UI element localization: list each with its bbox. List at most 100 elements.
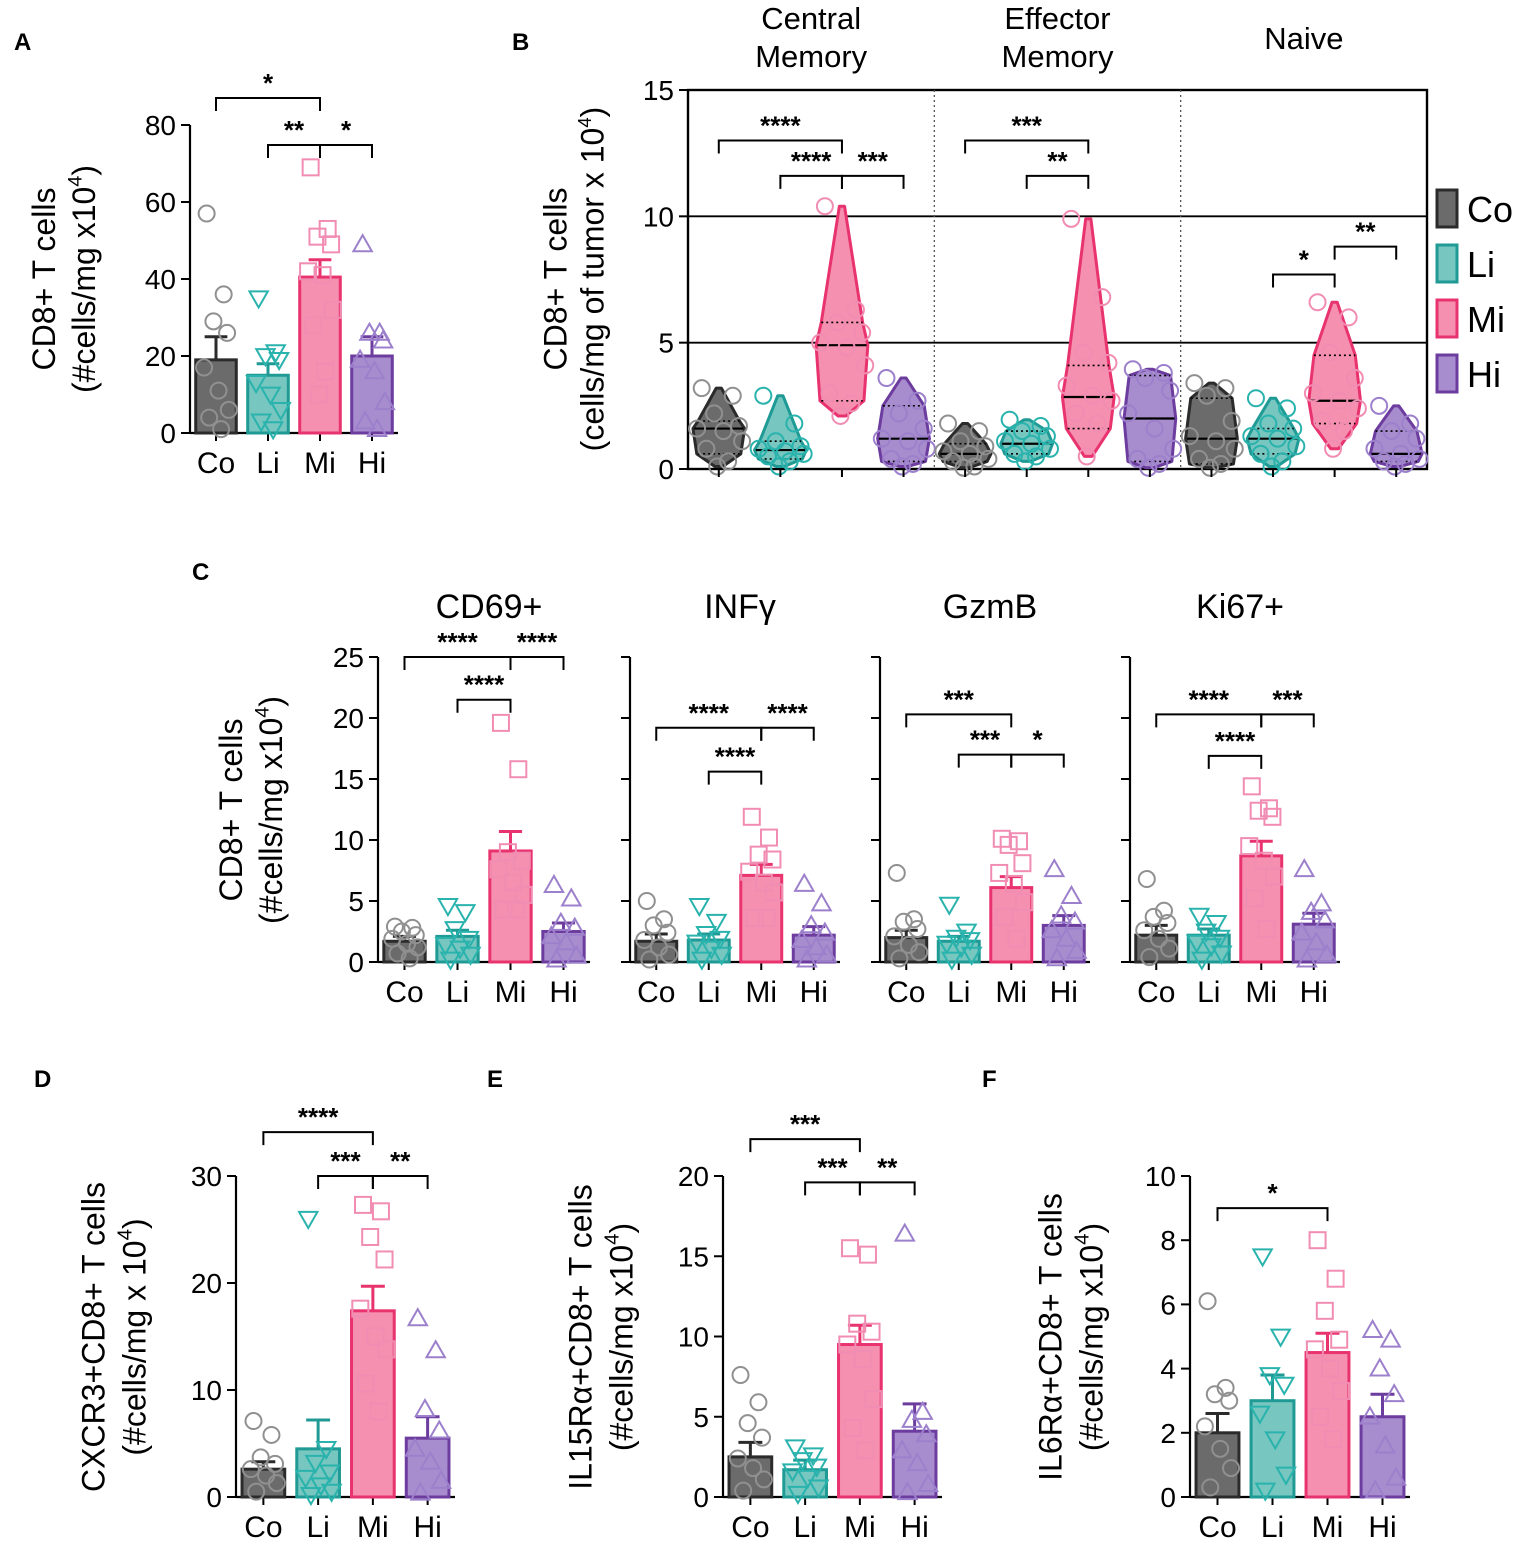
point-li [794, 444, 813, 463]
point-hi [1365, 439, 1384, 458]
y-axis-label-c-line1: CD8+ T cells [213, 719, 249, 902]
point-li [710, 946, 733, 966]
point-hi [428, 1419, 451, 1439]
x-tick-label-li: Li [1261, 1511, 1284, 1544]
subpanel-title-3: Ki67+ [1196, 588, 1284, 626]
point-li [269, 402, 292, 422]
point-hi [1396, 454, 1415, 473]
point-li [304, 1454, 327, 1474]
y-axis-label-f: IL6Rα+CD8+ T cells (#cells/mg x104) [1033, 1193, 1110, 1481]
x-tick-label-co: Co [1198, 1511, 1236, 1544]
y-axis-label-a-line2: (#cells/mg x104) [64, 165, 101, 393]
x-tick-label-mi: Mi [1312, 1511, 1344, 1544]
point-co [1140, 948, 1159, 967]
point-hi [1150, 454, 1169, 473]
point-hi [1361, 1318, 1384, 1338]
point-hi [1055, 927, 1078, 947]
sig-bracket-1-label: **** [767, 698, 808, 728]
point-li [1254, 1482, 1277, 1502]
point-li [459, 946, 482, 966]
x-tick-label-li: Li [793, 1511, 816, 1544]
x-tick-label-mi: Mi [745, 976, 777, 1009]
sig-bracket-1-line [267, 144, 321, 158]
legend-swatch-mi [1435, 298, 1459, 339]
panel-c1: Co Li Mi Hi **** **** **** INFγ [621, 588, 840, 1009]
point-hi [1364, 1479, 1387, 1499]
point-li [1027, 447, 1046, 466]
point-co [200, 408, 219, 427]
point-li [1185, 934, 1208, 954]
bar-hi [1291, 922, 1336, 964]
legend-swatch-li [1435, 243, 1459, 284]
point-hi [908, 391, 927, 410]
y-axis-label-c: CD8+ T cells (#cells/mg x104) [213, 696, 289, 924]
point-co [1137, 870, 1156, 889]
y-axis-label-d: CXCR3+CD8+ T cells (#cells/mg x 104) [76, 1182, 153, 1492]
point-mi [1245, 889, 1264, 908]
point-mi [999, 835, 1018, 854]
point-mi [304, 316, 323, 335]
point-mi [831, 406, 850, 425]
sig-bracket-0-line [403, 656, 512, 670]
x-tick-label-co: Co [244, 1511, 282, 1544]
x-tick-label-mi: Mi [995, 976, 1027, 1009]
point-co [1211, 454, 1230, 473]
point-co [728, 1449, 747, 1468]
point-mi [853, 323, 872, 342]
point-mi [1339, 308, 1358, 327]
point-hi [1139, 458, 1158, 477]
point-mi [846, 300, 865, 319]
point-mi [1345, 369, 1364, 388]
point-mi [310, 385, 329, 404]
y-axis-label-b-line1: CD8+ T cells [537, 188, 573, 371]
point-co [733, 432, 752, 451]
point-hi [549, 911, 572, 931]
point-mi [864, 1390, 883, 1409]
point-mi [992, 829, 1011, 848]
point-mi [375, 1250, 394, 1269]
point-co [734, 1481, 753, 1500]
point-hi [545, 948, 568, 968]
y-tick-label: 10 [643, 201, 674, 232]
point-co [262, 1425, 281, 1444]
point-mi [1099, 353, 1118, 372]
point-co [214, 285, 233, 304]
point-hi [1060, 884, 1083, 905]
point-co [744, 1459, 763, 1478]
sig-bracket-0-line [905, 713, 1013, 728]
point-li [449, 940, 472, 960]
point-li [443, 921, 466, 941]
y-axis-label-b: CD8+ T cells (cells/mg of tumor x 104) [537, 107, 610, 452]
point-mi [1013, 854, 1032, 873]
point-li [268, 351, 290, 372]
point-li [1259, 414, 1278, 433]
point-li [960, 946, 983, 966]
point-hi [349, 348, 371, 368]
point-co [951, 432, 970, 451]
point-hi [891, 1439, 913, 1459]
sig-bracket-2-label: **** [1215, 726, 1256, 756]
panel-c3: Co Li Mi Hi**** *******Ki67+ [1121, 588, 1340, 1009]
sig-bracket-2-line [1010, 753, 1065, 768]
point-li [1016, 452, 1035, 471]
point-mi [1254, 851, 1273, 870]
point-hi [1045, 947, 1068, 967]
point-co [723, 386, 742, 405]
y-axis-label-d-line2: (#cells/mg x 104) [114, 1218, 153, 1455]
point-co [1216, 1378, 1235, 1397]
point-hi [1379, 1328, 1402, 1348]
point-li [315, 1440, 338, 1461]
point-co [1207, 432, 1226, 451]
point-mi [299, 262, 318, 281]
y-tick-label: 20 [333, 703, 364, 734]
point-co [1205, 1385, 1224, 1404]
sig-bracket-1-line [760, 726, 815, 741]
y-tick-label: 20 [191, 1268, 222, 1299]
point-mi [1332, 1382, 1351, 1401]
point-mi [815, 197, 834, 216]
point-li [945, 929, 968, 949]
point-mi [759, 828, 778, 847]
sig-bracket-b4-line [1025, 174, 1090, 189]
